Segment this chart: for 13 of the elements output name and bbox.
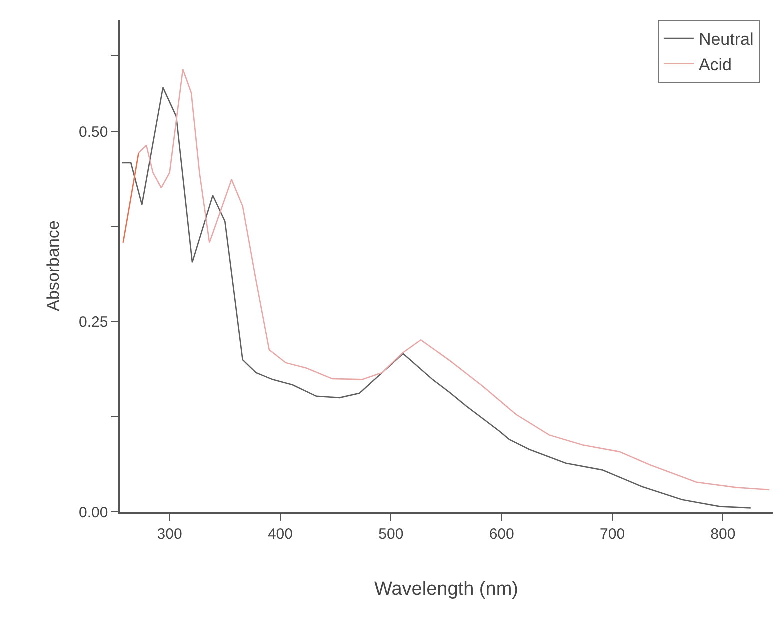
x-tick-label: 300	[157, 526, 182, 543]
legend-label: Neutral	[698, 30, 754, 50]
x-axis-title: Wavelength (nm)	[374, 579, 518, 600]
y-axis-title: Absorbance	[44, 220, 64, 312]
x-tick-label: 700	[600, 526, 626, 543]
y-tick-label: 0.00	[79, 504, 108, 522]
x-tick-label: 400	[268, 526, 293, 543]
x-tick-label: 500	[378, 526, 404, 543]
x-tick-label: 600	[489, 526, 514, 543]
y-tick-label: 0.25	[79, 314, 108, 332]
x-tick-label: 800	[710, 526, 736, 543]
legend-label: Acid	[698, 55, 732, 74]
y-tick-label: 0.50	[79, 124, 108, 142]
